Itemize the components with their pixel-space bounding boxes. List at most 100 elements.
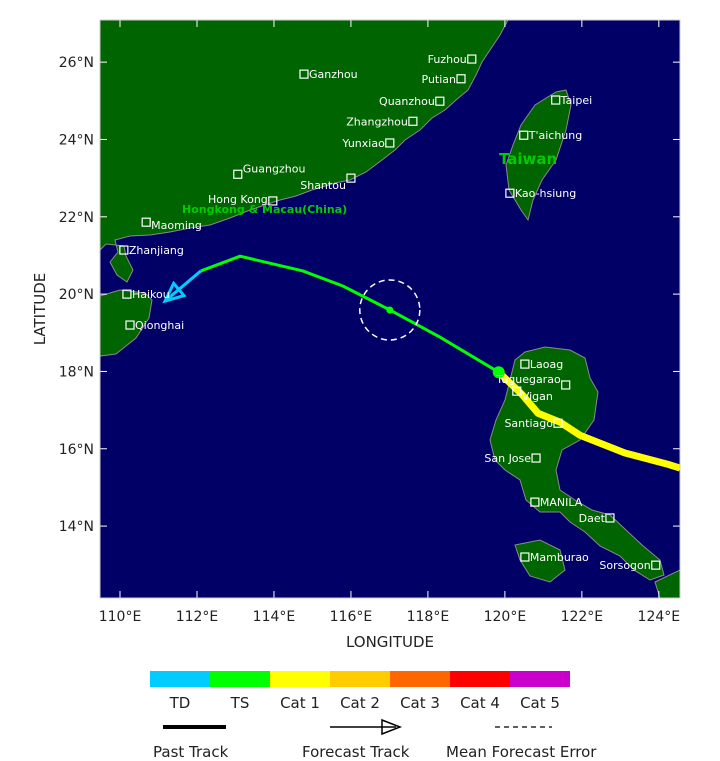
city-square-icon — [651, 560, 661, 570]
city-label: Qionghai — [135, 319, 184, 332]
legend-color-cat-1 — [270, 671, 330, 687]
city-marker: Putian — [422, 73, 466, 86]
lon-tick-label: 124°E — [638, 609, 681, 625]
lat-tick-label: 26°N — [59, 55, 94, 71]
legend-color-td — [150, 671, 210, 687]
forecast-arrow-head — [162, 280, 187, 304]
axes: 110°E 112°E 114°E 116°E 118°E 120°E 122°E 124°E… — [59, 20, 680, 625]
city-marker: Ganzhou — [299, 68, 358, 81]
city-square-icon — [299, 69, 309, 79]
city-marker: Vigan — [512, 386, 553, 403]
city-label: Maoming — [151, 219, 202, 232]
city-marker: Zhanjiang — [119, 244, 184, 257]
lat-tick-label: 16°N — [59, 442, 94, 458]
lat-tick-label: 22°N — [59, 210, 94, 226]
city-marker: Kao-hsiung — [505, 187, 576, 200]
city-square-icon — [125, 320, 135, 330]
city-marker: Quanzhou — [379, 95, 445, 108]
legend-color-cat-2 — [330, 671, 390, 687]
city-label: T'aichung — [528, 129, 583, 142]
legend-color-ts — [210, 671, 270, 687]
forecast-track-td — [164, 269, 202, 303]
lat-tick-label: 14°N — [59, 519, 94, 535]
city-square-icon — [467, 54, 477, 64]
city-label: Ganzhou — [309, 68, 358, 81]
city-label: Fuzhou — [428, 53, 467, 66]
city-square-icon — [385, 138, 395, 148]
city-layer: Fuzhou Putian Quanzhou Zhangzhou Yunxiao Ganz… — [119, 53, 661, 572]
city-label: Kao-hsiung — [515, 187, 576, 200]
city-label: MANILA — [540, 496, 583, 509]
city-label: Hong Kong — [208, 193, 268, 206]
city-marker: Qionghai — [125, 319, 184, 332]
past-track-cat1 — [496, 369, 682, 472]
city-square-icon — [512, 386, 522, 396]
x-axis-label: LONGITUDE — [346, 633, 434, 651]
legend-label: TS — [230, 694, 250, 712]
legend-symbols — [163, 718, 552, 736]
land-taiwan — [505, 89, 572, 222]
legend-mean-error: Mean Forecast Error — [446, 743, 597, 761]
city-square-icon — [119, 245, 129, 255]
forecast-track-ts — [200, 254, 500, 374]
city-label: Mamburao — [530, 551, 589, 564]
city-square-icon — [233, 169, 243, 179]
map-frame — [99, 19, 681, 599]
city-square-icon — [530, 497, 540, 507]
city-marker: Shantou — [300, 173, 356, 192]
city-label: Haikou — [132, 288, 170, 301]
forecast-point — [386, 306, 394, 314]
lon-tick-label: 112°E — [176, 609, 219, 625]
city-label: Tuguegarao — [495, 373, 561, 386]
city-marker: Guangzhou — [233, 162, 306, 179]
city-square-icon — [520, 359, 530, 369]
city-label: Daet — [579, 512, 606, 525]
city-square-icon — [605, 513, 615, 523]
city-label: Sorsogon — [599, 559, 650, 572]
legend-forecast-track: Forecast Track — [302, 743, 410, 761]
city-square-icon — [268, 196, 278, 206]
city-square-icon — [531, 453, 541, 463]
typhoon-track-map: Fuzhou Putian Quanzhou Zhangzhou Yunxiao Ganz… — [31, 19, 682, 651]
city-label: Vigan — [522, 390, 553, 403]
city-marker: Sorsogon — [599, 559, 661, 572]
city-square-icon — [553, 418, 563, 428]
legend-color-cat-5 — [510, 671, 570, 687]
city-marker: T'aichung — [519, 129, 583, 142]
city-label: Santiago — [504, 417, 553, 430]
city-label: Laoag — [530, 358, 563, 371]
current-position-marker — [492, 366, 505, 379]
lon-tick-label: 120°E — [484, 609, 527, 625]
legend-label: Cat 4 — [460, 694, 500, 712]
city-square-icon — [551, 95, 561, 105]
city-marker: Laoag — [520, 358, 563, 371]
legend-color-cat-4 — [450, 671, 510, 687]
lon-tick-label: 110°E — [99, 609, 142, 625]
city-square-icon — [456, 74, 466, 84]
legend-label: Cat 5 — [520, 694, 560, 712]
lon-tick-label: 114°E — [253, 609, 296, 625]
lat-tick-label: 20°N — [59, 287, 94, 303]
city-marker: Daet — [579, 512, 615, 525]
city-square-icon — [519, 130, 529, 140]
region-label-taiwan: Taiwan — [499, 150, 557, 168]
city-marker: San Jose — [484, 452, 541, 465]
city-square-icon — [122, 289, 132, 299]
city-marker: Santiago — [504, 417, 563, 430]
land-china — [99, 19, 509, 283]
lat-tick-label: 24°N — [59, 132, 94, 148]
legend-label: Cat 3 — [400, 694, 440, 712]
city-square-icon — [505, 188, 515, 198]
city-square-icon — [561, 380, 571, 390]
lon-tick-label: 122°E — [561, 609, 604, 625]
city-square-icon — [408, 116, 418, 126]
city-marker: Fuzhou — [428, 53, 477, 66]
city-label: Taipei — [560, 94, 593, 107]
lon-tick-label: 116°E — [330, 609, 373, 625]
city-label: Guangzhou — [243, 162, 306, 175]
legend-label: Cat 1 — [280, 694, 320, 712]
city-label: Shantou — [300, 179, 346, 192]
city-label: Quanzhou — [379, 95, 435, 108]
lat-tick-label: 18°N — [59, 364, 94, 380]
region-label-hongkong-macau: Hongkong & Macau(China) — [182, 203, 347, 216]
